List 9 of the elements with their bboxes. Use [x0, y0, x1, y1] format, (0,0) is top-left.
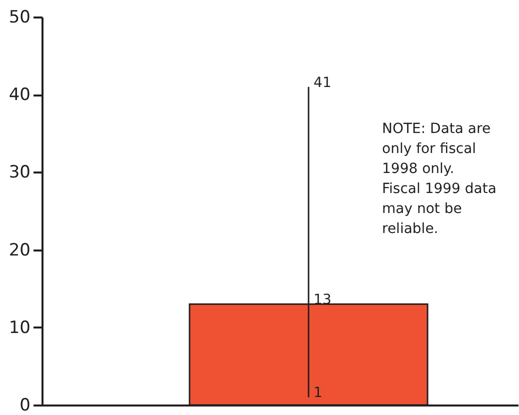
- y-tick-label: 30: [8, 162, 30, 183]
- annotation: 1: [314, 385, 322, 402]
- annotation: 41: [314, 74, 332, 91]
- y-tick-label: 40: [8, 85, 30, 106]
- y-tick-label: 20: [8, 240, 30, 260]
- annotation: NOTE: Data are only for fiscal 1998 only. Fiscal 1999 data may not be reliable.: [382, 121, 496, 237]
- y-tick-label: 0: [20, 396, 30, 415]
- y-tick-label: 50: [8, 8, 30, 28]
- y-tick-label: 10: [8, 318, 30, 338]
